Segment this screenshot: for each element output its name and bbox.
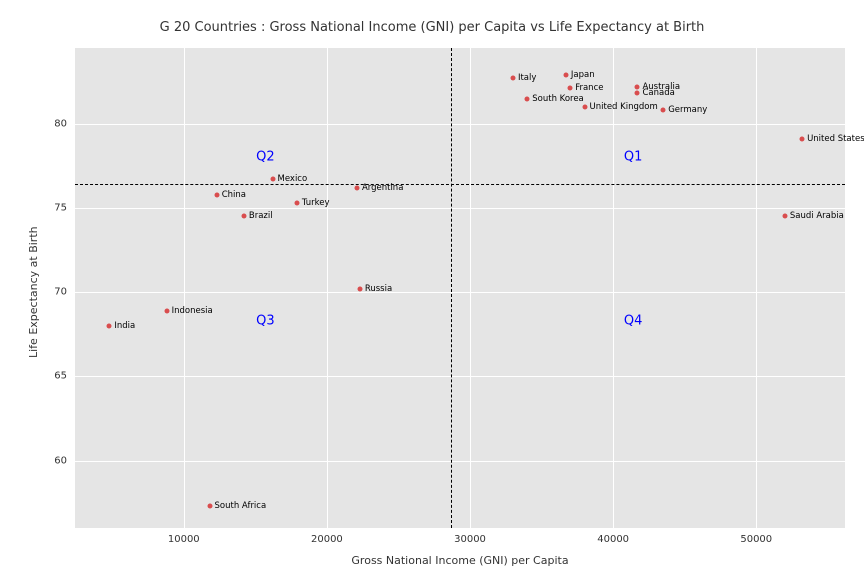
data-point bbox=[107, 323, 112, 328]
data-point-label: France bbox=[575, 83, 603, 93]
data-point bbox=[510, 76, 515, 81]
data-point-label: Mexico bbox=[278, 174, 308, 184]
gridline-h bbox=[75, 376, 845, 377]
gridline-v bbox=[327, 48, 328, 528]
x-tick-label: 40000 bbox=[597, 534, 629, 545]
data-point bbox=[164, 308, 169, 313]
data-point-label: Argentina bbox=[362, 183, 403, 193]
data-point bbox=[568, 86, 573, 91]
scatter-figure: G 20 Countries : Gross National Income (… bbox=[0, 0, 864, 576]
data-point-label: United Kingdom bbox=[590, 102, 658, 112]
data-point-label: Russia bbox=[365, 284, 392, 294]
data-point-label: Germany bbox=[668, 105, 707, 115]
x-tick-label: 10000 bbox=[168, 534, 200, 545]
data-point bbox=[354, 185, 359, 190]
quadrant-vline bbox=[451, 48, 452, 528]
y-tick-label: 70 bbox=[54, 287, 67, 298]
gridline-h bbox=[75, 124, 845, 125]
y-tick-label: 75 bbox=[54, 203, 67, 214]
gridline-v bbox=[470, 48, 471, 528]
quadrant-label: Q2 bbox=[256, 150, 275, 165]
data-point-label: India bbox=[114, 321, 135, 331]
data-point bbox=[635, 91, 640, 96]
quadrant-label: Q1 bbox=[624, 150, 643, 165]
gridline-h bbox=[75, 292, 845, 293]
x-tick-label: 50000 bbox=[740, 534, 772, 545]
y-tick-label: 60 bbox=[54, 455, 67, 466]
data-point-label: Indonesia bbox=[172, 306, 213, 316]
y-tick-label: 80 bbox=[54, 118, 67, 129]
plot-area: India Indonesia South Africa China Brazil Mex… bbox=[75, 48, 845, 528]
data-point-label: South Africa bbox=[215, 501, 267, 511]
data-point bbox=[563, 72, 568, 77]
y-tick-label: 65 bbox=[54, 371, 67, 382]
y-axis-label: Life Expectancy at Birth bbox=[27, 226, 40, 358]
data-point bbox=[635, 84, 640, 89]
data-point-label: Brazil bbox=[249, 211, 273, 221]
data-point bbox=[525, 96, 530, 101]
data-point bbox=[800, 136, 805, 141]
x-axis-label: Gross National Income (GNI) per Capita bbox=[75, 554, 845, 567]
data-point bbox=[241, 214, 246, 219]
quadrant-label: Q3 bbox=[256, 313, 275, 328]
x-tick-label: 20000 bbox=[311, 534, 343, 545]
data-point-label: Italy bbox=[518, 73, 536, 83]
quadrant-label: Q4 bbox=[624, 313, 643, 328]
gridline-v bbox=[756, 48, 757, 528]
gridline-v bbox=[613, 48, 614, 528]
data-point bbox=[214, 192, 219, 197]
data-point bbox=[357, 286, 362, 291]
data-point bbox=[661, 108, 666, 113]
gridline-v bbox=[184, 48, 185, 528]
gridline-h bbox=[75, 461, 845, 462]
data-point bbox=[782, 214, 787, 219]
x-tick-label: 30000 bbox=[454, 534, 486, 545]
data-point-label: United States bbox=[807, 134, 864, 144]
quadrant-hline bbox=[75, 184, 845, 185]
data-point-label: Canada bbox=[642, 88, 674, 98]
data-point-label: Saudi Arabia bbox=[790, 211, 844, 221]
data-point-label: Turkey bbox=[302, 198, 330, 208]
data-point bbox=[270, 177, 275, 182]
gridline-h bbox=[75, 208, 845, 209]
data-point-label: South Korea bbox=[532, 94, 584, 104]
data-point bbox=[582, 104, 587, 109]
data-point bbox=[294, 200, 299, 205]
data-point-label: Japan bbox=[571, 70, 595, 80]
data-point bbox=[207, 504, 212, 509]
data-point-label: China bbox=[222, 190, 246, 200]
chart-title: G 20 Countries : Gross National Income (… bbox=[0, 20, 864, 35]
